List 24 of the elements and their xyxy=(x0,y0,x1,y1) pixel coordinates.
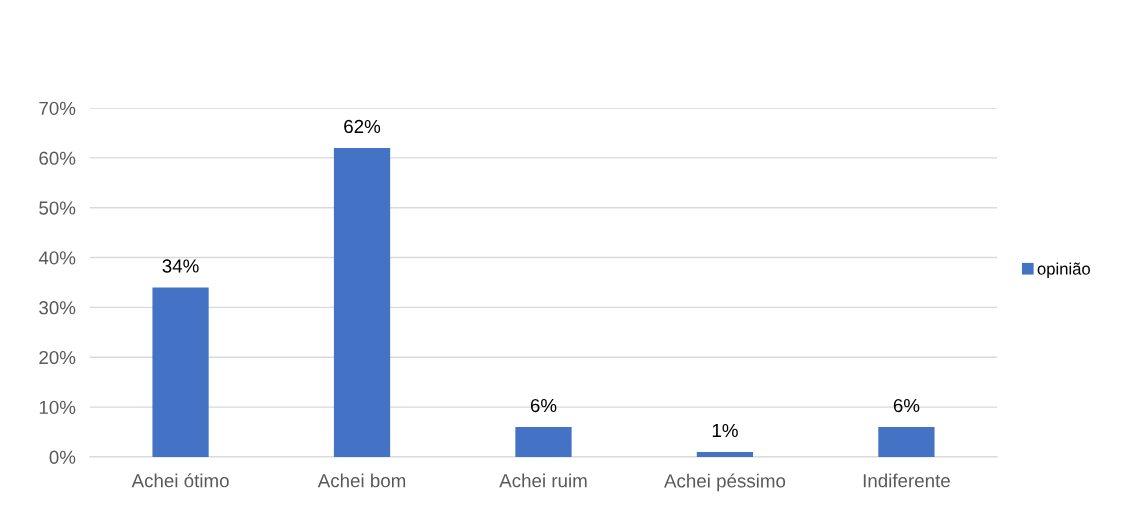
bar xyxy=(333,147,391,457)
bar xyxy=(878,427,935,457)
y-tick-label: 30% xyxy=(39,301,76,315)
bar xyxy=(152,287,209,457)
text: 6% xyxy=(530,398,557,413)
x-tick-label: Indiferente xyxy=(863,473,950,488)
x-tick-label: Achei ruim xyxy=(499,473,587,488)
text: 1% xyxy=(712,423,738,438)
y-tick-label: 50% xyxy=(39,201,76,215)
text: 62% xyxy=(344,119,381,134)
x-tick-label: Achei ótimo xyxy=(131,473,229,488)
y-tick-label: 60% xyxy=(39,151,76,165)
y-tick-label: 70% xyxy=(39,101,76,116)
text: 6% xyxy=(893,398,920,413)
y-tick-label: 20% xyxy=(39,350,76,365)
legend-label: opinião xyxy=(1037,262,1091,279)
x-tick-label: Achei bom xyxy=(317,473,406,488)
x-tick-label: Achei péssimo xyxy=(664,473,786,492)
y-tick-label: 40% xyxy=(38,251,76,265)
y-tick-label: 0% xyxy=(49,450,76,464)
bar xyxy=(515,427,572,457)
bar xyxy=(696,451,754,457)
y-tick-label: 10% xyxy=(39,400,76,415)
text: 34% xyxy=(162,259,199,273)
